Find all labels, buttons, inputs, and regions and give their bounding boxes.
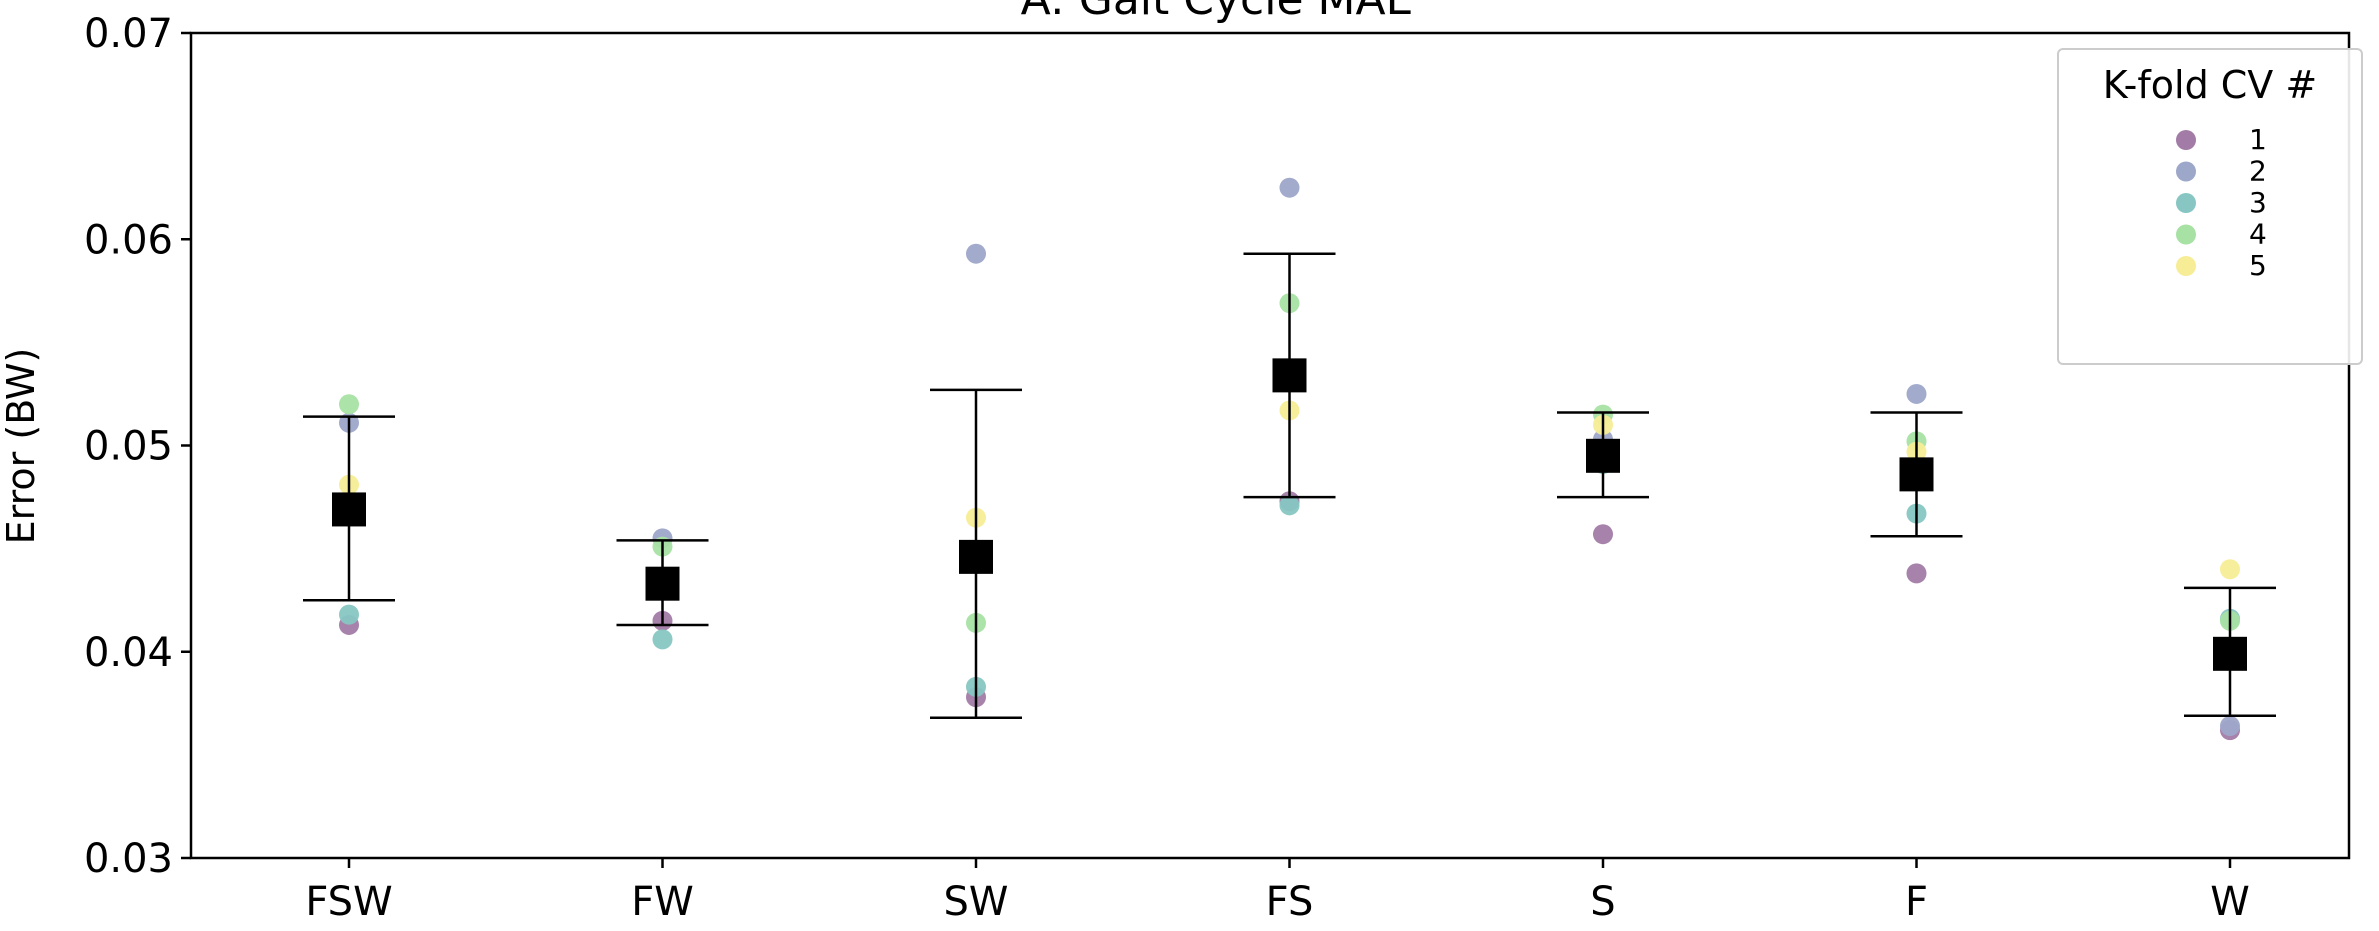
- data-point-fold-1: [1906, 563, 1927, 584]
- y-tick-label: 0.05: [84, 424, 173, 470]
- data-point-fold-3: [652, 629, 673, 650]
- data-point-fold-1: [1593, 524, 1613, 545]
- mean-marker: [1899, 457, 1934, 492]
- x-tick-label: SW: [944, 879, 1009, 925]
- legend-marker-5: [2176, 256, 2196, 276]
- legend-label: 2: [2249, 155, 2267, 188]
- legend-box: [2057, 48, 2363, 365]
- data-point-fold-3: [1279, 495, 1300, 516]
- legend-label: 5: [2249, 249, 2267, 282]
- x-axis-ticks: FSW FW SW FS S F W: [305, 858, 2250, 925]
- y-axis-ticks: 0.03 0.04 0.05 0.06 0.07: [84, 11, 191, 882]
- legend-title: K-fold CV #: [2103, 63, 2317, 107]
- legend-label: 4: [2249, 218, 2267, 251]
- summary-markers: [303, 252, 2276, 719]
- legend-label: 1: [2249, 123, 2267, 156]
- mean-marker: [2213, 636, 2247, 671]
- y-tick-label: 0.03: [84, 836, 173, 882]
- legend-marker-2: [2176, 161, 2196, 182]
- x-tick-label: FS: [1266, 879, 1314, 925]
- data-point-fold-2: [966, 243, 986, 264]
- legend-marker-3: [2176, 193, 2196, 213]
- chart-title: A: Gait Cycle MAE: [1021, 0, 1414, 25]
- data-point-fold-3: [339, 604, 359, 625]
- mean-marker: [332, 492, 366, 527]
- legend-label: 3: [2249, 186, 2267, 219]
- y-axis-label: Error (BW): [0, 348, 43, 545]
- y-tick-label: 0.04: [84, 630, 173, 676]
- x-tick-label: S: [1590, 879, 1615, 925]
- x-tick-label: FSW: [305, 879, 392, 925]
- mean-marker: [959, 539, 993, 574]
- plot-area-frame: [189, 31, 2351, 860]
- data-point-fold-5: [2220, 559, 2240, 580]
- legend-marker-1: [2176, 130, 2196, 150]
- data-point-fold-2: [1906, 383, 1927, 404]
- y-tick-label: 0.06: [84, 217, 173, 263]
- mean-marker: [1586, 438, 1620, 473]
- x-tick-label: W: [2210, 879, 2250, 925]
- x-tick-label: F: [1905, 879, 1928, 925]
- mean-marker: [1272, 358, 1307, 393]
- x-tick-label: FW: [631, 879, 694, 925]
- data-point-fold-2: [1279, 177, 1300, 198]
- data-point-fold-4: [339, 394, 359, 415]
- legend-marker-4: [2176, 224, 2196, 245]
- mean-marker: [645, 566, 680, 601]
- data-point-fold-2: [2220, 716, 2240, 736]
- y-tick-label: 0.07: [84, 11, 173, 57]
